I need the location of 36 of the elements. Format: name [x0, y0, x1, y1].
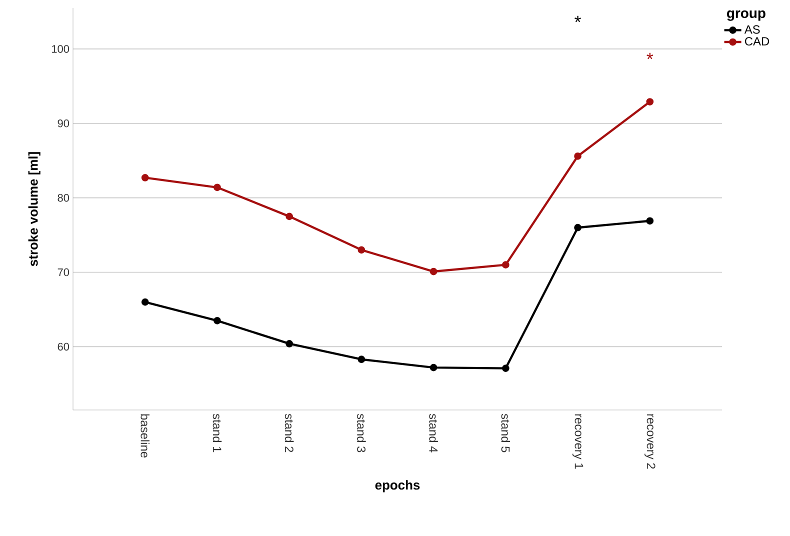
- point: [286, 212, 294, 220]
- point: [358, 246, 366, 254]
- point: [502, 364, 510, 372]
- y-tick-label: 80: [58, 194, 70, 202]
- y-tick-label: 100: [52, 45, 70, 53]
- x-tick-label: recovery 1: [572, 414, 584, 469]
- point: [646, 217, 654, 225]
- x-tick-label: stand 5: [501, 414, 510, 452]
- annotation: *: [574, 16, 581, 22]
- point: [358, 356, 366, 364]
- x-tick-label: baseline: [140, 414, 150, 458]
- legend-label: CAD: [744, 37, 770, 46]
- point: [286, 340, 294, 348]
- y-tick-label: 70: [58, 268, 70, 276]
- point: [214, 316, 221, 324]
- point: [574, 224, 582, 232]
- y-axis-title: stroke volume [ml]: [28, 152, 40, 266]
- y-tick-label: 90: [58, 120, 70, 128]
- x-tick-label: stand 3: [357, 414, 366, 452]
- x-axis-title: epochs: [375, 480, 420, 492]
- point: [141, 174, 149, 182]
- point: [502, 261, 510, 269]
- point: [214, 184, 221, 192]
- point: [646, 98, 654, 106]
- x-tick-label: stand 2: [284, 414, 294, 452]
- x-tick-label: recovery 2: [644, 414, 656, 469]
- point: [574, 152, 582, 160]
- point: [430, 268, 438, 276]
- x-tick-label: stand 4: [429, 414, 438, 452]
- point: [430, 364, 438, 372]
- legend-label: AS: [744, 25, 760, 34]
- legend-title: group: [727, 10, 766, 21]
- annotation: *: [646, 52, 654, 60]
- point: [141, 298, 149, 306]
- x-tick-label: stand 1: [212, 414, 222, 452]
- y-tick-label: 60: [58, 342, 70, 351]
